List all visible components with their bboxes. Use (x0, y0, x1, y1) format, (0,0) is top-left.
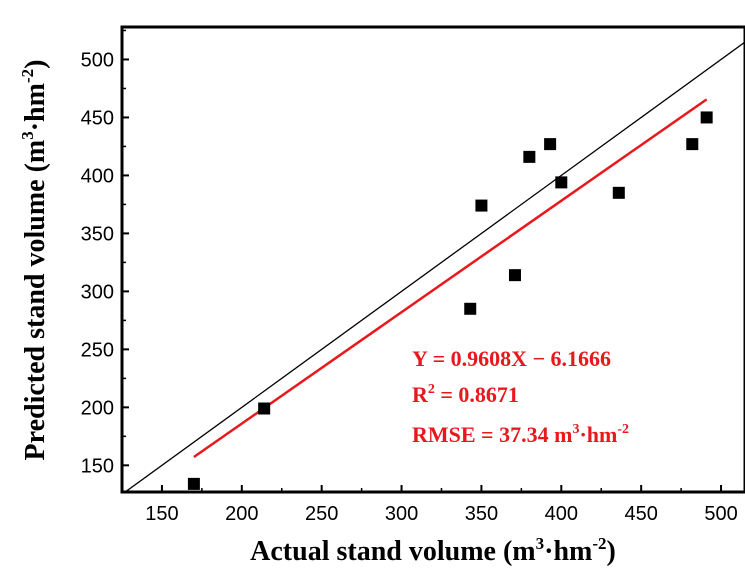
axes: 150 200 250 300 350 400 450 500 150 200 250 300 350 4… (81, 25, 745, 525)
x-axis-title-sup2: -2 (592, 534, 606, 553)
data-point-6 (523, 150, 536, 163)
annotation-r2-sup: 2 (428, 382, 435, 397)
y-axis-title-end: ) (20, 60, 51, 69)
annotation-rmse-text: RMSE = 37.34 m (412, 422, 572, 447)
data-point-9 (612, 186, 625, 199)
annotation-equation: Y = 0.9608X − 6.1666 (412, 346, 611, 371)
x-axis-title-main: Actual stand volume (m (250, 536, 535, 567)
y-axis-title-mid: ·hm (20, 83, 51, 131)
y-tick-label-300: 300 (81, 281, 114, 303)
x-tick-label-450: 450 (624, 503, 657, 525)
y-tick-label-200: 200 (81, 397, 114, 419)
reference-line-1to1 (124, 41, 745, 492)
y-tick-label-400: 400 (81, 165, 114, 187)
data-point-2 (258, 402, 271, 415)
data-point-3 (464, 302, 477, 315)
data-point-7 (544, 138, 557, 151)
y-axis-title-sup2: -2 (18, 69, 37, 83)
x-axis-title-sup1: 3 (536, 534, 545, 553)
y-axis-title-main: Predicted stand volume (m (20, 140, 51, 461)
data-point-11 (700, 111, 713, 124)
x-tick-label-250: 250 (305, 503, 338, 525)
y-tick-label-150: 150 (81, 455, 114, 477)
annotation-r2-value: = 0.8671 (435, 382, 519, 407)
y-tick-label-450: 450 (81, 107, 114, 129)
data-point-4 (475, 199, 488, 212)
x-tick-label-200: 200 (225, 503, 258, 525)
x-tick-label-350: 350 (465, 503, 498, 525)
y-axis-title: Predicted stand volume (m3·hm-2) (18, 60, 51, 461)
data-point-10 (686, 138, 699, 151)
plot-frame (120, 25, 745, 494)
x-tick-label-500: 500 (704, 503, 737, 525)
annotation-rmse-sup1: 3 (572, 422, 579, 437)
annotation-r2: R2 = 0.8671 (412, 382, 519, 407)
x-tick-label-400: 400 (545, 503, 578, 525)
y-tick-label-500: 500 (81, 49, 114, 71)
regression-line (193, 98, 708, 459)
data-point-1 (187, 477, 200, 490)
x-axis-title-mid: ·hm (544, 536, 592, 567)
x-axis-title: Actual stand volume (m3·hm-2) (250, 534, 616, 567)
y-axis-title-sup1: 3 (18, 131, 37, 140)
x-axis-title-end: ) (607, 536, 616, 567)
data-point-8 (555, 176, 568, 189)
data-point-5 (508, 269, 521, 282)
annotation-rmse: RMSE = 37.34 m3·hm-2 (412, 422, 629, 447)
y-tick-label-250: 250 (81, 339, 114, 361)
x-tick-label-300: 300 (385, 503, 418, 525)
annotation-r2-label: R (412, 382, 429, 407)
annotation-rmse-sup2: -2 (617, 422, 629, 437)
x-tick-label-150: 150 (145, 503, 178, 525)
plot-area (124, 41, 745, 492)
y-tick-label-350: 350 (81, 223, 114, 245)
annotation-rmse-mid: ·hm (579, 422, 617, 447)
